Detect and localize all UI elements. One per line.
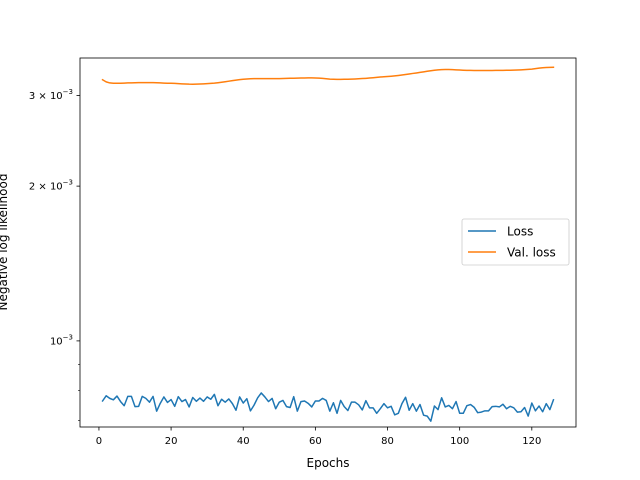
y-tick-label: 10−3 bbox=[50, 333, 73, 347]
y-tick-label: 3 × 10−3 bbox=[29, 88, 73, 102]
y-tick-label: 2 × 10−3 bbox=[29, 179, 73, 193]
legend-label-val-loss: Val. loss bbox=[507, 246, 556, 260]
x-tick-label: 60 bbox=[309, 436, 322, 447]
legend-label-loss: Loss bbox=[507, 225, 533, 239]
x-axis-label: Epochs bbox=[307, 456, 350, 470]
x-tick-label: 0 bbox=[96, 436, 102, 447]
x-tick-label: 80 bbox=[381, 436, 394, 447]
x-tick-label: 40 bbox=[237, 436, 250, 447]
plot-frame bbox=[79, 57, 577, 428]
series-line-val-loss bbox=[101, 66, 555, 85]
x-tick-label: 20 bbox=[165, 436, 178, 447]
legend: Loss Val. loss bbox=[461, 218, 570, 266]
y-axis: 10−3 2 × 10−3 3 × 10−3 bbox=[29, 88, 80, 421]
x-tick-label: 120 bbox=[522, 436, 541, 447]
x-tick-label: 100 bbox=[450, 436, 469, 447]
y-axis-label: Negative log likelihood bbox=[0, 174, 10, 311]
series-line-loss bbox=[101, 392, 555, 422]
x-axis: 0 20 40 60 80 100 120 bbox=[96, 427, 541, 447]
series-layer bbox=[101, 66, 555, 422]
